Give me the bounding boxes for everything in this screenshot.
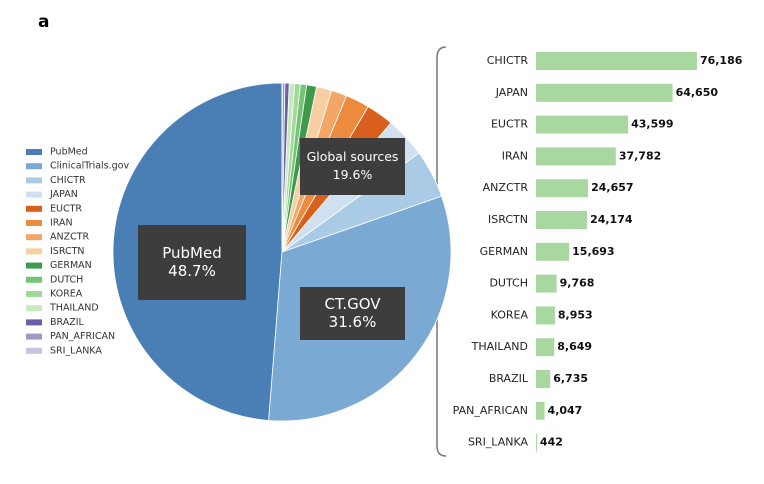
value-label: 9,768: [560, 277, 595, 290]
annotation-label: 19.6%: [333, 167, 373, 182]
legend-label: SRI_LANKA: [50, 345, 102, 356]
legend-label: KOREA: [50, 289, 83, 300]
bar: [536, 370, 551, 388]
legend-label: GERMAN: [50, 260, 92, 271]
bar-chart: CHICTR 76,186 JAPAN 64,650 EUCTR 43,599 IRAN 37…: [453, 52, 743, 452]
value-label: 76,186: [700, 54, 743, 67]
legend-swatch: [26, 291, 42, 297]
value-label: 8,649: [557, 340, 592, 353]
category-label: EUCTR: [491, 118, 528, 131]
bar: [536, 83, 673, 102]
legend-swatch: [26, 347, 42, 354]
value-label: 15,693: [572, 245, 614, 258]
legend-swatch: [26, 163, 42, 170]
category-label: IRAN: [502, 149, 528, 162]
bar: [536, 433, 537, 452]
panel-label: a: [38, 12, 49, 32]
category-label: JAPAN: [495, 86, 528, 99]
legend-label: IRAN: [50, 218, 73, 229]
legend-swatch: [26, 319, 42, 326]
legend-label: PubMed: [50, 147, 88, 158]
annotation-text: PubMed: [162, 244, 222, 262]
bar: [536, 147, 616, 166]
legend-swatch: [26, 333, 42, 340]
legend-swatch: [26, 205, 42, 212]
legend-swatch: [26, 149, 42, 155]
value-label: 4,047: [548, 404, 583, 417]
category-label: GERMAN: [480, 245, 528, 258]
category-label: BRAZIL: [489, 372, 529, 385]
bar: [536, 211, 588, 229]
legend-label: DUTCH: [50, 274, 83, 285]
legend-swatch: [26, 177, 42, 184]
legend-label: ClinicalTrials.gov: [50, 161, 129, 172]
category-label: CHICTR: [487, 54, 529, 67]
category-label: ISRCTN: [488, 213, 528, 226]
legend-label: ISRCTN: [50, 246, 85, 257]
legend-label: EUCTR: [50, 203, 82, 214]
legend-swatch: [26, 220, 42, 226]
bar: [536, 401, 545, 420]
category-label: THAILAND: [471, 340, 528, 353]
annotation-text: CT.GOV: [324, 295, 381, 313]
bar: [536, 306, 555, 325]
legend-swatch: [26, 248, 42, 255]
bar: [536, 242, 570, 261]
bar: [536, 52, 697, 70]
value-label: 8,953: [558, 308, 593, 321]
legend-swatch: [26, 234, 42, 241]
category-label: SRI_LANKA: [468, 436, 529, 449]
legend-swatch: [26, 262, 42, 269]
legend-label: PAN_AFRICAN: [50, 331, 115, 342]
category-label: DUTCH: [489, 277, 528, 290]
value-label: 64,650: [676, 86, 719, 99]
annotation-label: 31.6%: [329, 313, 377, 331]
legend: PubMed ClinicalTrials.gov CHICTR JAPAN EUCTR…: [26, 147, 129, 356]
legend-swatch: [26, 305, 42, 312]
legend-label: JAPAN: [49, 189, 78, 200]
annotation-box: [300, 138, 405, 195]
category-label: KOREA: [491, 308, 529, 321]
bar: [536, 179, 589, 198]
legend-label: THAILAND: [49, 303, 99, 314]
legend-label: BRAZIL: [50, 317, 85, 328]
value-label: 37,782: [619, 149, 661, 162]
value-label: 442: [540, 436, 563, 449]
value-label: 6,735: [553, 372, 588, 385]
bar: [536, 338, 555, 357]
annotation-box: [300, 287, 405, 340]
annotation-text: Global sources: [307, 149, 399, 164]
legend-swatch: [26, 191, 42, 198]
legend-label: CHICTR: [50, 175, 86, 186]
legend-label: ANZCTR: [50, 232, 90, 243]
bar: [536, 115, 629, 134]
value-label: 24,657: [591, 181, 633, 194]
annotation-label: 48.7%: [168, 262, 216, 280]
legend-swatch: [26, 276, 42, 283]
bar: [536, 274, 557, 293]
value-label: 43,599: [631, 118, 673, 131]
category-label: ANZCTR: [483, 181, 529, 194]
value-label: 24,174: [590, 213, 633, 226]
annotation-box: [138, 225, 246, 300]
category-label: PAN_AFRICAN: [453, 404, 528, 417]
